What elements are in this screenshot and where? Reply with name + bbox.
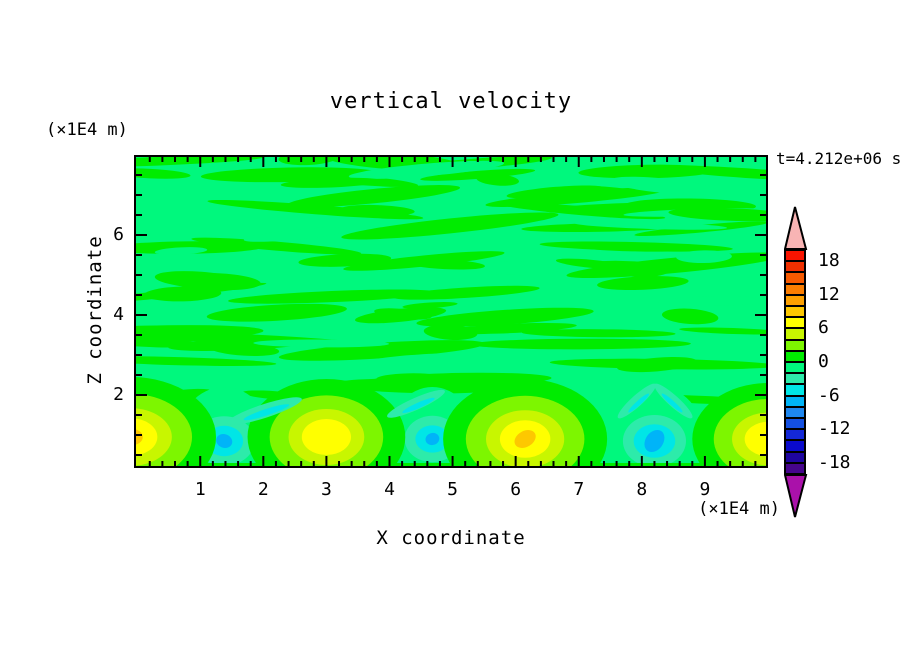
colorbar-label: -18 (818, 451, 851, 473)
updraft-blobs (134, 377, 768, 468)
colorbar-label: 6 (818, 317, 829, 339)
colorbar-label: -12 (818, 418, 851, 440)
colorbar-under-arrow (784, 474, 808, 518)
colorbar-over-arrow (784, 206, 808, 250)
bottom-strip (134, 463, 768, 468)
x-tick-label: 4 (384, 479, 395, 500)
x-tick-label: 7 (573, 479, 585, 500)
plot-area (134, 155, 768, 468)
x-tick-label: 8 (636, 479, 648, 500)
contour-field (134, 155, 768, 468)
x-tick-label: 6 (510, 479, 522, 500)
x-tick-label: 3 (320, 479, 332, 500)
z-axis-unit-label: (×1E4 m) (46, 120, 128, 140)
z-tick-label: 4 (113, 304, 124, 325)
z-tick-label: 6 (113, 224, 124, 245)
x-tick-label: 5 (447, 479, 458, 500)
plot-title: vertical velocity (329, 89, 573, 114)
colorbar: 18 12 6 0 -6 -12 -18 (784, 206, 854, 518)
z-tick-label: 2 (113, 384, 124, 405)
colorbar-label: 18 (818, 250, 840, 272)
colorbar-label: 12 (818, 283, 840, 305)
field-streaks (134, 155, 768, 405)
x-tick-label: 1 (194, 479, 206, 500)
colorbar-cell (784, 461, 806, 475)
time-annotation: t=4.212e+06 s (776, 149, 902, 168)
x-tick-label: 2 (257, 479, 269, 500)
x-axis-title: X coordinate (376, 527, 526, 549)
cyan-wisps (227, 383, 693, 425)
x-tick-label: 9 (699, 479, 711, 500)
axis-ticks (134, 155, 768, 468)
colorbar-label: -6 (818, 384, 840, 406)
colorbar-label: 0 (818, 351, 829, 372)
x-axis-unit-label: (×1E4 m) (698, 499, 780, 519)
